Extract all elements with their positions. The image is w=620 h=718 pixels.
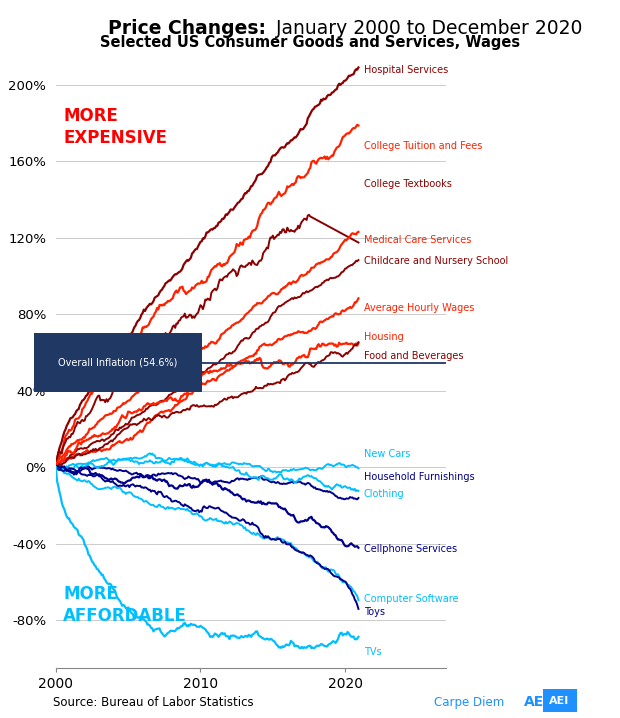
Text: MORE
AFFORDABLE: MORE AFFORDABLE bbox=[63, 584, 187, 625]
Text: College Tuition and Fees: College Tuition and Fees bbox=[364, 141, 482, 151]
Text: Childcare and Nursery School: Childcare and Nursery School bbox=[364, 256, 508, 266]
Text: Selected US Consumer Goods and Services, Wages: Selected US Consumer Goods and Services,… bbox=[100, 35, 520, 50]
Text: Household Furnishings: Household Furnishings bbox=[364, 472, 474, 482]
Text: Toys: Toys bbox=[364, 607, 385, 617]
Text: Computer Software: Computer Software bbox=[364, 594, 458, 604]
Text: January 2000 to December 2020: January 2000 to December 2020 bbox=[270, 19, 582, 37]
Text: TVs: TVs bbox=[364, 648, 381, 658]
Text: Housing: Housing bbox=[364, 332, 404, 342]
Text: Price Changes:: Price Changes: bbox=[108, 19, 267, 37]
Text: Carpe Diem: Carpe Diem bbox=[434, 696, 504, 709]
Text: Clothing: Clothing bbox=[364, 489, 405, 499]
Text: Medical Care Services: Medical Care Services bbox=[364, 235, 471, 245]
Text: Cellphone Services: Cellphone Services bbox=[364, 544, 457, 554]
Text: New Cars: New Cars bbox=[364, 449, 410, 459]
Text: Food and Beverages: Food and Beverages bbox=[364, 351, 463, 361]
Text: AEI: AEI bbox=[524, 696, 549, 709]
Text: Overall Inflation (54.6%): Overall Inflation (54.6%) bbox=[58, 358, 177, 368]
Text: College Textbooks: College Textbooks bbox=[364, 180, 452, 190]
Text: AEI: AEI bbox=[549, 696, 570, 706]
Text: MORE
EXPENSIVE: MORE EXPENSIVE bbox=[63, 107, 167, 147]
Text: Hospital Services: Hospital Services bbox=[364, 65, 448, 75]
Text: Source: Bureau of Labor Statistics: Source: Bureau of Labor Statistics bbox=[53, 696, 254, 709]
Text: Average Hourly Wages: Average Hourly Wages bbox=[364, 304, 474, 314]
